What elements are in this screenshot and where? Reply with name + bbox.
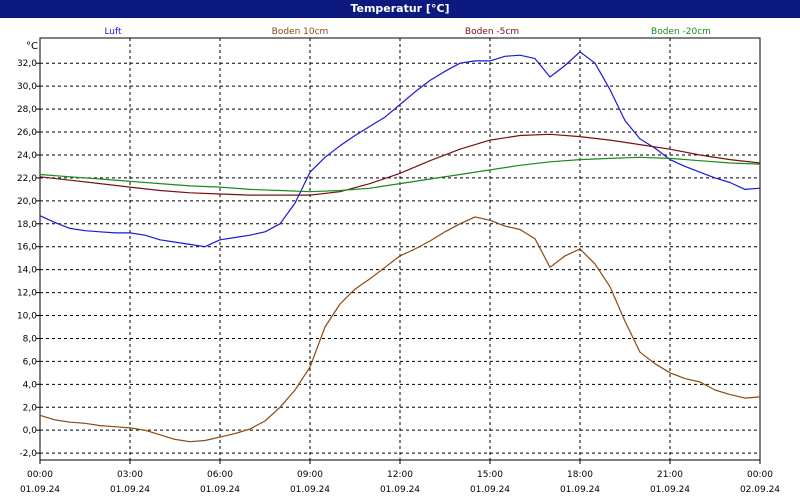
y-tick-label: 4,0 bbox=[23, 380, 38, 390]
y-tick-label: 8,0 bbox=[23, 334, 38, 344]
y-tick-label: 14,0 bbox=[17, 266, 37, 276]
x-tick-date-label: 02.09.24 bbox=[740, 485, 780, 495]
x-tick-date-label: 01.09.24 bbox=[20, 485, 60, 495]
series-line-boden-10cm bbox=[39, 216, 761, 443]
y-tick-label: 18,0 bbox=[17, 220, 37, 230]
y-tick-label: 0,0 bbox=[23, 426, 38, 436]
series-line-boden-5cm bbox=[39, 133, 761, 196]
grid bbox=[40, 38, 760, 460]
series-line-luft bbox=[39, 51, 761, 248]
x-tick-time-label: 06:00 bbox=[207, 470, 233, 480]
series-layer bbox=[39, 51, 761, 443]
x-tick-date-label: 01.09.24 bbox=[110, 485, 150, 495]
x-tick-date-label: 01.09.24 bbox=[200, 485, 240, 495]
y-tick-label: 26,0 bbox=[17, 128, 37, 138]
series-line-boden-20cm bbox=[39, 156, 761, 193]
x-tick-time-label: 00:00 bbox=[27, 470, 53, 480]
y-tick-label: 6,0 bbox=[23, 357, 38, 367]
legend: Luft Boden 10cm Boden -5cm Boden -20cm bbox=[104, 27, 711, 37]
x-tick-time-label: 15:00 bbox=[477, 470, 503, 480]
y-tick-label: 28,0 bbox=[17, 105, 37, 115]
window-title-bar: Temperatur [°C] bbox=[0, 0, 800, 18]
legend-entry: Boden -20cm bbox=[651, 27, 711, 37]
x-axis: 00:00 01.09.24 03:00 01.09.24 06:00 01.09.24 0… bbox=[20, 460, 780, 495]
y-tick-label: 2,0 bbox=[23, 403, 38, 413]
x-tick-date-label: 01.09.24 bbox=[560, 485, 600, 495]
y-tick-label: 30,0 bbox=[17, 82, 37, 92]
x-tick-time-label: 18:00 bbox=[567, 470, 593, 480]
y-tick-label: 24,0 bbox=[17, 151, 37, 161]
x-tick-time-label: 03:00 bbox=[117, 470, 143, 480]
y-tick-label: 10,0 bbox=[17, 312, 37, 322]
y-tick-label: 32,0 bbox=[17, 59, 37, 69]
window-title: Temperatur [°C] bbox=[350, 2, 450, 15]
x-tick-date-label: 01.09.24 bbox=[470, 485, 510, 495]
legend-entry: Boden -5cm bbox=[465, 27, 519, 37]
x-tick-time-label: 09:00 bbox=[297, 470, 323, 480]
x-tick-date-label: 01.09.24 bbox=[380, 485, 420, 495]
y-axis: -2,0 0,0 2,0 4,0 6,0 8,0 10,0 12,0 14,0 16,0 18,0 2… bbox=[17, 59, 40, 459]
x-tick-date-label: 01.09.24 bbox=[650, 485, 690, 495]
y-tick-label: 16,0 bbox=[17, 243, 37, 253]
legend-entry: Boden 10cm bbox=[272, 27, 329, 37]
y-tick-label: 20,0 bbox=[17, 197, 37, 207]
x-tick-date-label: 01.09.24 bbox=[290, 485, 330, 495]
y-tick-label: -2,0 bbox=[19, 449, 37, 459]
legend-entry: Luft bbox=[104, 27, 122, 37]
y-tick-label: 22,0 bbox=[17, 174, 37, 184]
x-tick-time-label: 00:00 bbox=[747, 470, 773, 480]
y-axis-unit-label: °C bbox=[26, 41, 38, 52]
x-tick-time-label: 21:00 bbox=[657, 470, 683, 480]
x-tick-time-label: 12:00 bbox=[387, 470, 413, 480]
y-tick-label: 12,0 bbox=[17, 289, 37, 299]
